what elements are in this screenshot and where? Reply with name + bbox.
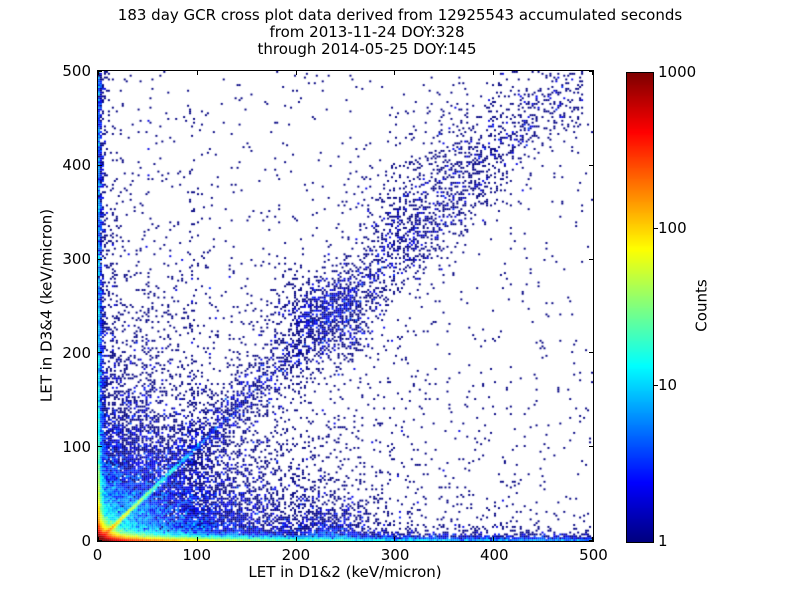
x-tick-mark [493, 537, 494, 541]
x-tick-mark-top [592, 71, 593, 75]
colorbar-tick-mark [654, 385, 658, 386]
x-tick-mark-top [98, 71, 99, 75]
y-tick-mark [98, 71, 102, 72]
y-tick-mark-right [589, 446, 593, 447]
colorbar-tick-label: 1000 [658, 63, 697, 81]
y-tick-mark [98, 259, 102, 260]
x-tick-label: 500 [579, 546, 608, 564]
y-tick-label: 300 [62, 249, 91, 268]
y-tick-label: 0 [81, 532, 91, 550]
plot-area [97, 70, 594, 542]
x-axis-label: LET in D1&2 (keV/micron) [248, 563, 442, 581]
y-tick-label: 200 [62, 343, 91, 362]
y-tick-label: 100 [62, 437, 91, 456]
chart-title-line-2: from 2013-11-24 DOY:328 [269, 23, 465, 41]
y-tick-label: 400 [62, 155, 91, 174]
x-tick-mark [592, 537, 593, 541]
y-tick-mark [98, 540, 102, 541]
x-tick-mark-top [493, 71, 494, 75]
x-tick-mark [197, 537, 198, 541]
x-tick-label: 200 [281, 546, 311, 564]
colorbar-tick-label: 1 [658, 532, 668, 550]
y-tick-mark-right [589, 71, 593, 72]
y-tick-mark [98, 446, 102, 447]
colorbar-tick-mark [654, 228, 658, 229]
y-tick-mark-right [589, 352, 593, 353]
chart-title-line-3: through 2014-05-25 DOY:145 [257, 40, 477, 58]
x-tick-mark-top [197, 71, 198, 75]
x-tick-mark [394, 537, 395, 541]
y-tick-mark-right [589, 259, 593, 260]
y-tick-mark [98, 352, 102, 353]
x-tick-mark-top [296, 71, 297, 75]
x-tick-label: 400 [479, 546, 509, 564]
colorbar-tick-label: 100 [658, 219, 687, 238]
y-axis-label: LET in D3&4 (keV/micron) [37, 208, 56, 403]
scatter-density-canvas [98, 71, 593, 541]
y-tick-mark-right [589, 540, 593, 541]
x-tick-mark [98, 537, 99, 541]
y-tick-mark [98, 165, 102, 166]
x-tick-label: 0 [92, 546, 103, 564]
colorbar [626, 72, 654, 543]
y-tick-mark-right [589, 165, 593, 166]
colorbar-title: Counts [692, 279, 711, 332]
colorbar-gradient-canvas [627, 73, 653, 542]
y-tick-label: 500 [62, 61, 91, 80]
chart-title-line-1: 183 day GCR cross plot data derived from… [117, 6, 683, 24]
colorbar-tick-label: 10 [658, 375, 678, 394]
x-tick-mark-top [394, 71, 395, 75]
x-tick-label: 100 [182, 546, 211, 564]
x-tick-label: 300 [380, 546, 410, 564]
x-tick-mark [296, 537, 297, 541]
